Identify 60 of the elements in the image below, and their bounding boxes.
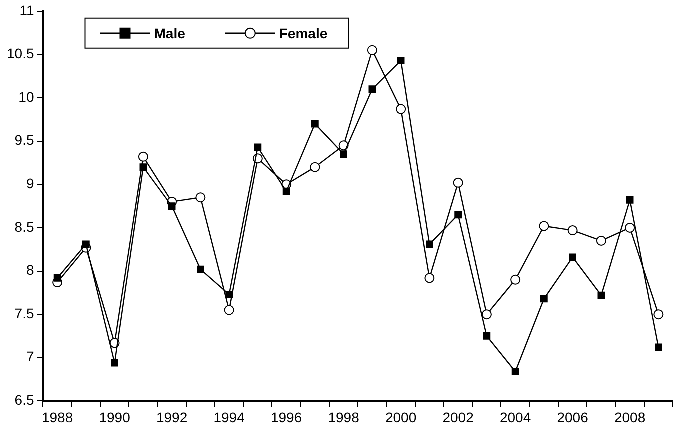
point [568, 226, 578, 236]
legend-label: Female [279, 25, 328, 42]
point [655, 344, 662, 352]
point [512, 368, 520, 376]
y-tick-label: 8.5 [14, 218, 34, 235]
point [168, 202, 176, 210]
point [226, 290, 233, 298]
point [654, 310, 664, 320]
y-tick-label: 7.5 [14, 305, 34, 322]
point [197, 266, 204, 274]
y-tick-label: 10.5 [7, 46, 34, 62]
point [453, 178, 464, 188]
x-tick-label: 1998 [328, 409, 360, 426]
point [138, 152, 148, 162]
point [598, 292, 606, 300]
x-tick-label: 1990 [99, 409, 131, 426]
point [196, 192, 206, 203]
point [482, 310, 492, 320]
point [140, 164, 148, 171]
point [483, 332, 491, 340]
point [396, 104, 406, 114]
x-tick-label: 2002 [442, 409, 474, 426]
point [111, 359, 118, 367]
x-tick-label: 2004 [500, 409, 532, 426]
y-tick-label: 10 [18, 88, 34, 105]
point [626, 196, 634, 204]
x-tick-label: 1992 [156, 409, 188, 426]
point [82, 240, 90, 248]
point [625, 222, 636, 233]
point [426, 240, 434, 248]
point [254, 144, 262, 152]
x-tick-label: 2000 [385, 409, 417, 426]
point [454, 211, 462, 219]
point [282, 188, 290, 196]
y-tick-label: 6.5 [14, 392, 34, 408]
y-tick-label: 9.5 [14, 132, 34, 148]
point [540, 295, 548, 303]
point [340, 150, 348, 158]
point [397, 57, 405, 64]
point [310, 162, 320, 172]
point [510, 274, 521, 285]
point [224, 305, 234, 316]
x-tick-label: 1994 [214, 409, 246, 426]
point [54, 274, 62, 282]
x-tick-label: 1988 [42, 409, 74, 426]
y-tick-label: 8 [26, 262, 34, 278]
legend-label: Male [154, 25, 186, 42]
point [312, 120, 319, 128]
point [569, 254, 576, 262]
y-tick-label: 9 [26, 176, 34, 192]
y-tick-label: 11 [20, 2, 34, 18]
point [367, 45, 378, 56]
point [424, 273, 435, 284]
x-tick-label: 1996 [270, 409, 302, 426]
y-tick-label: 7 [26, 348, 34, 365]
point [368, 86, 376, 94]
x-tick-label: 2006 [557, 409, 589, 426]
point [539, 221, 550, 232]
point [596, 236, 606, 246]
x-tick-label: 2008 [614, 409, 646, 426]
